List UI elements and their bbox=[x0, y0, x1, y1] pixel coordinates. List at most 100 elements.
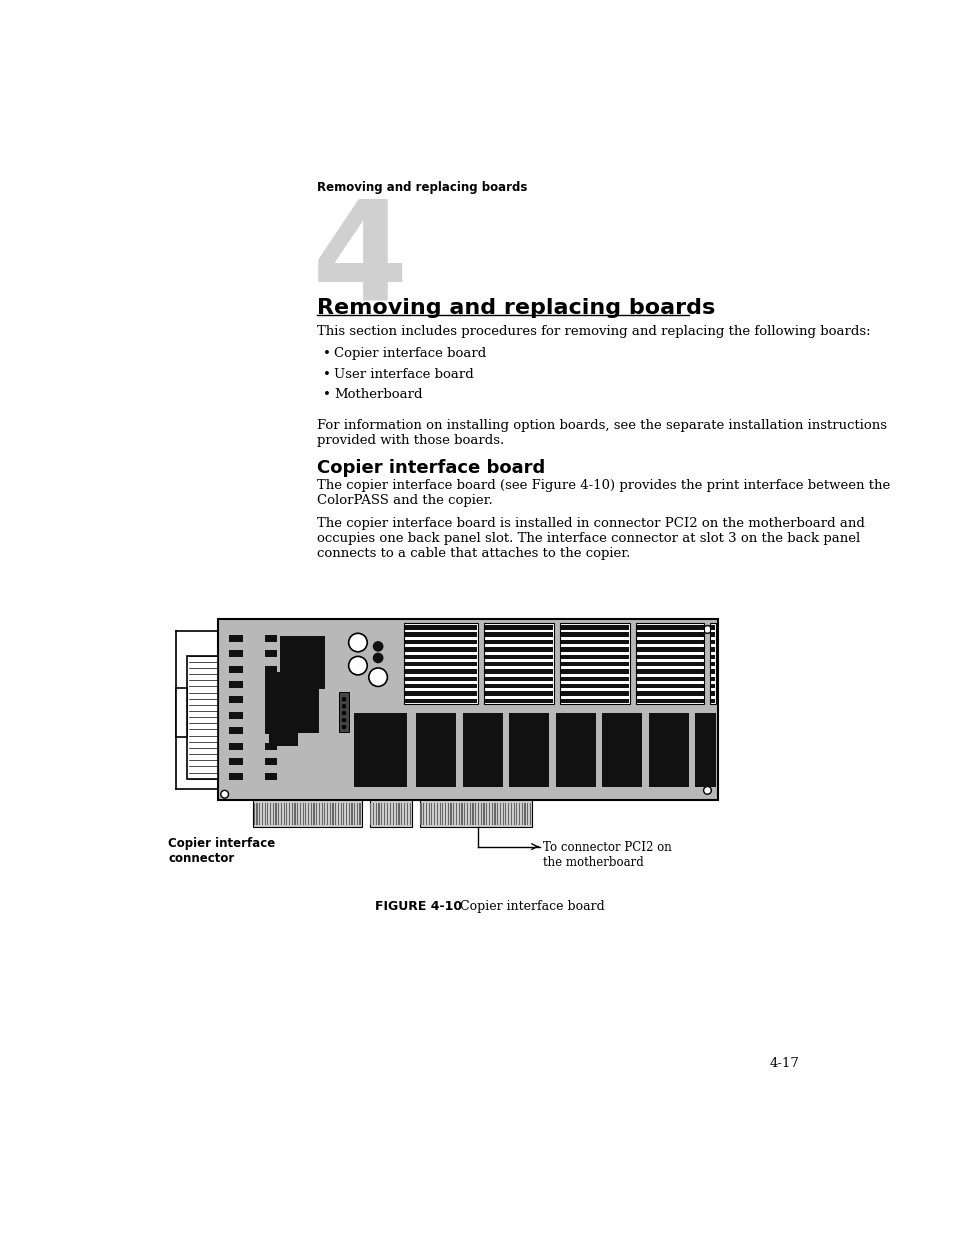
Circle shape bbox=[373, 642, 382, 651]
Bar bbox=[494, 803, 495, 825]
Bar bbox=[229, 697, 243, 704]
Bar bbox=[265, 727, 277, 734]
Bar bbox=[229, 727, 243, 734]
Circle shape bbox=[703, 626, 711, 634]
Bar bbox=[555, 714, 596, 787]
Bar bbox=[560, 647, 629, 652]
Bar bbox=[560, 677, 629, 680]
Bar bbox=[648, 714, 688, 787]
Bar bbox=[469, 803, 471, 825]
Bar bbox=[327, 803, 328, 825]
Bar bbox=[516, 803, 517, 825]
Bar bbox=[486, 803, 487, 825]
Text: Removing and replacing boards: Removing and replacing boards bbox=[316, 182, 527, 194]
Bar bbox=[484, 677, 553, 680]
Text: 4-17: 4-17 bbox=[769, 1057, 799, 1070]
Bar bbox=[710, 640, 715, 645]
Bar bbox=[710, 692, 715, 695]
Bar bbox=[710, 655, 715, 659]
Bar bbox=[453, 803, 454, 825]
Bar bbox=[265, 666, 277, 673]
Bar bbox=[405, 699, 476, 703]
Bar bbox=[637, 625, 703, 630]
Bar bbox=[710, 677, 715, 680]
Bar bbox=[709, 624, 716, 704]
Bar bbox=[405, 655, 476, 659]
Bar bbox=[560, 640, 629, 645]
Bar bbox=[265, 773, 277, 781]
Bar bbox=[508, 803, 509, 825]
Circle shape bbox=[703, 787, 711, 794]
Bar bbox=[390, 803, 391, 825]
Bar bbox=[710, 632, 715, 637]
Bar bbox=[318, 803, 319, 825]
Bar bbox=[559, 624, 629, 704]
Bar bbox=[373, 803, 374, 825]
Bar bbox=[422, 803, 424, 825]
Bar bbox=[405, 692, 476, 695]
Bar bbox=[484, 640, 553, 645]
Bar bbox=[560, 692, 629, 695]
Bar bbox=[513, 803, 515, 825]
Bar bbox=[302, 803, 303, 825]
Bar bbox=[560, 669, 629, 673]
Bar bbox=[560, 699, 629, 703]
Bar bbox=[472, 803, 473, 825]
Bar bbox=[405, 625, 476, 630]
Bar bbox=[259, 803, 260, 825]
Bar bbox=[229, 773, 243, 781]
Bar bbox=[405, 669, 476, 673]
Bar bbox=[499, 803, 500, 825]
Bar bbox=[253, 800, 361, 827]
Bar bbox=[253, 803, 254, 825]
Bar bbox=[395, 803, 396, 825]
Bar bbox=[484, 692, 553, 695]
Circle shape bbox=[348, 656, 367, 674]
Text: Copier interface board: Copier interface board bbox=[334, 347, 486, 359]
Bar bbox=[491, 803, 493, 825]
Bar bbox=[530, 803, 531, 825]
Text: For information on installing option boards, see the separate installation instr: For information on installing option boa… bbox=[316, 419, 886, 447]
Bar bbox=[431, 803, 432, 825]
Bar bbox=[229, 742, 243, 750]
Bar bbox=[488, 803, 490, 825]
Bar bbox=[265, 651, 277, 657]
Bar bbox=[305, 803, 306, 825]
Bar bbox=[229, 680, 243, 688]
Bar bbox=[442, 803, 443, 825]
Bar bbox=[527, 803, 528, 825]
Text: This section includes procedures for removing and replacing the following boards: This section includes procedures for rem… bbox=[316, 325, 869, 338]
Bar bbox=[308, 803, 309, 825]
Circle shape bbox=[342, 698, 345, 700]
Bar bbox=[636, 624, 703, 704]
Circle shape bbox=[342, 725, 345, 729]
Bar bbox=[218, 620, 718, 800]
Bar bbox=[351, 803, 353, 825]
Bar bbox=[404, 803, 405, 825]
Bar bbox=[510, 803, 512, 825]
Bar bbox=[637, 684, 703, 688]
Bar bbox=[405, 662, 476, 667]
Circle shape bbox=[342, 711, 345, 715]
Text: FIGURE 4-10: FIGURE 4-10 bbox=[375, 900, 461, 914]
Bar bbox=[484, 684, 553, 688]
Bar bbox=[405, 640, 476, 645]
Bar bbox=[340, 803, 341, 825]
Bar bbox=[265, 680, 277, 688]
Bar bbox=[292, 803, 293, 825]
Bar bbox=[484, 625, 553, 630]
Bar bbox=[509, 714, 549, 787]
Bar bbox=[637, 662, 703, 667]
Bar bbox=[369, 800, 412, 827]
Bar bbox=[286, 803, 287, 825]
Bar bbox=[321, 803, 322, 825]
Bar bbox=[484, 669, 553, 673]
Bar bbox=[434, 803, 435, 825]
Text: To connector PCI2 on
the motherboard: To connector PCI2 on the motherboard bbox=[542, 841, 671, 869]
Bar bbox=[484, 624, 554, 704]
Bar bbox=[475, 803, 476, 825]
Text: •: • bbox=[323, 347, 331, 359]
Bar bbox=[270, 803, 271, 825]
Text: The copier interface board (see Figure 4-10) provides the print interface betwee: The copier interface board (see Figure 4… bbox=[316, 478, 889, 506]
Bar bbox=[637, 640, 703, 645]
